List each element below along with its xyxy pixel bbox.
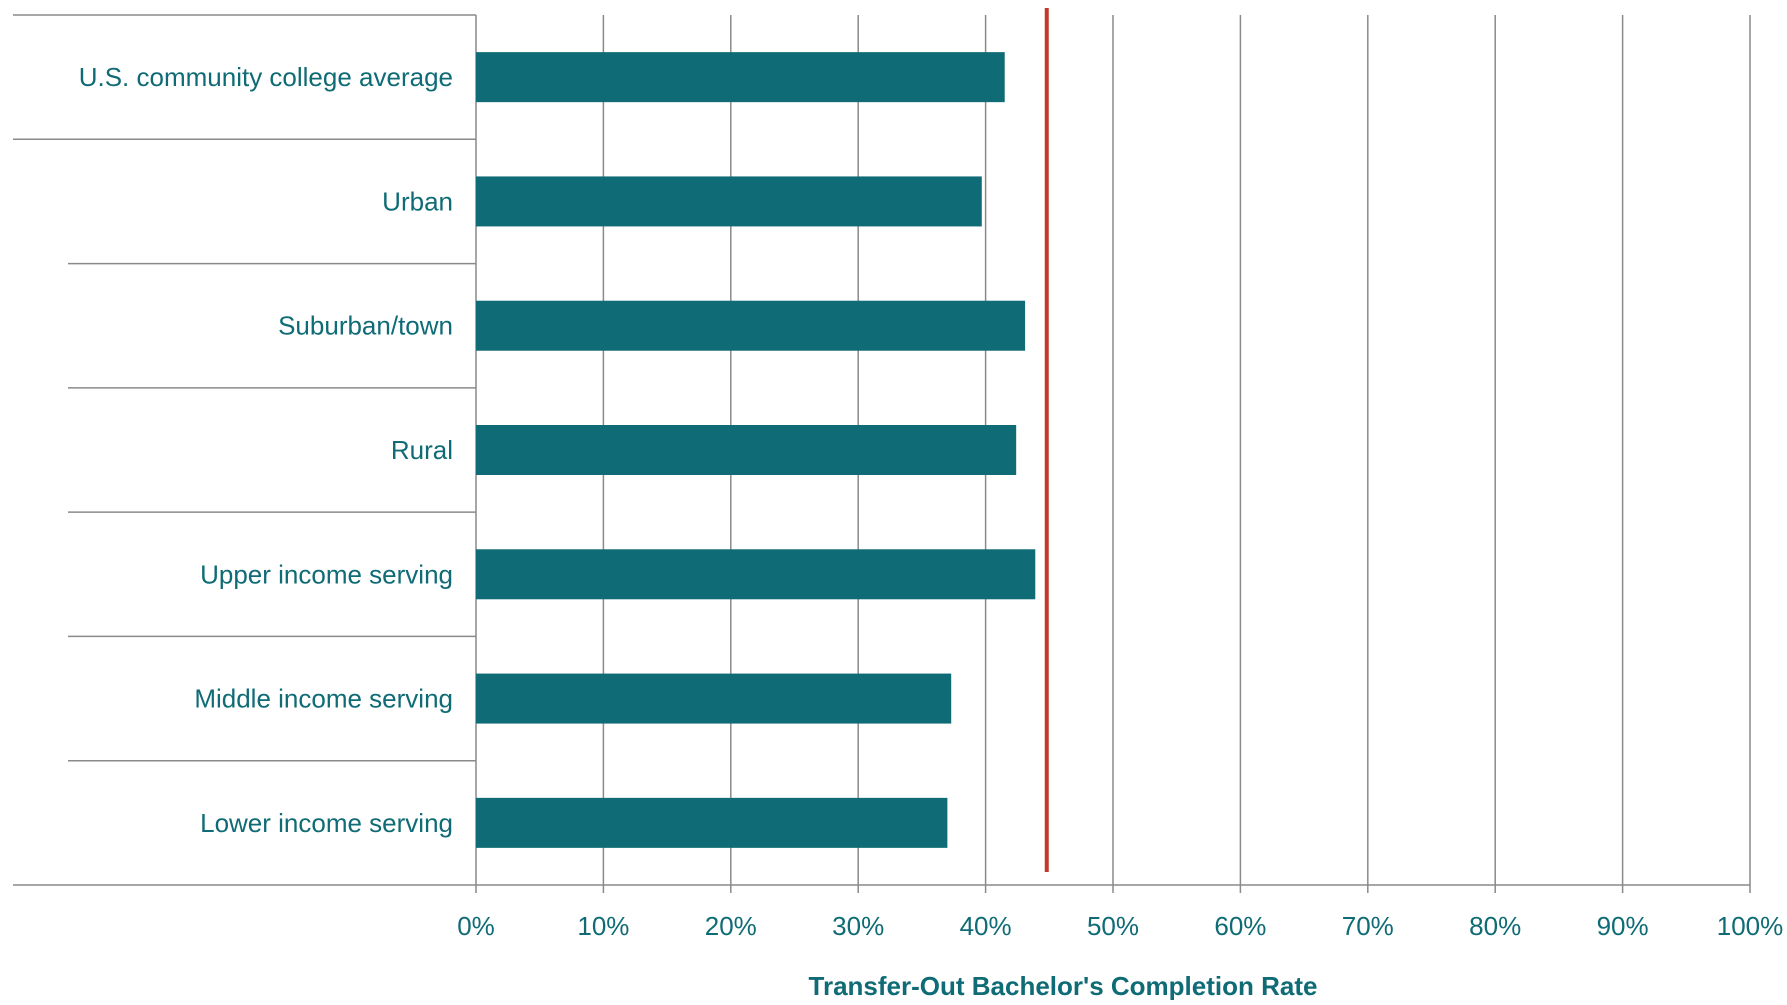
x-tick-label: 90% bbox=[1597, 911, 1649, 941]
category-label: U.S. community college average bbox=[79, 62, 453, 92]
bars bbox=[476, 52, 1036, 848]
x-tick-label: 30% bbox=[832, 911, 884, 941]
bar bbox=[476, 797, 948, 848]
x-tick-label: 20% bbox=[705, 911, 757, 941]
x-tick-label: 10% bbox=[577, 911, 629, 941]
x-tick-label: 40% bbox=[960, 911, 1012, 941]
category-label: Urban bbox=[382, 186, 453, 216]
bar bbox=[476, 176, 982, 227]
x-axis-title: Transfer-Out Bachelor's Completion Rate bbox=[809, 971, 1318, 1000]
category-label: Suburban/town bbox=[278, 311, 453, 341]
x-tick-label: 50% bbox=[1087, 911, 1139, 941]
category-label: Lower income serving bbox=[200, 808, 453, 838]
x-tick-label: 70% bbox=[1342, 911, 1394, 941]
bar bbox=[476, 52, 1005, 103]
category-label: Rural bbox=[391, 435, 453, 465]
category-label: Upper income serving bbox=[200, 559, 453, 589]
x-tick-label: 0% bbox=[457, 911, 495, 941]
x-tick-label: 100% bbox=[1717, 911, 1784, 941]
category-separators bbox=[13, 14, 1750, 886]
x-tick-labels: 0% 10% 20% 30% 40% 50% 60% 70% 80% 90% 100% bbox=[457, 911, 1783, 941]
x-tick-label: 80% bbox=[1469, 911, 1521, 941]
x-tick-label: 60% bbox=[1214, 911, 1266, 941]
bar bbox=[476, 673, 952, 724]
category-label: Middle income serving bbox=[194, 684, 453, 714]
bar bbox=[476, 300, 1026, 351]
bar bbox=[476, 549, 1036, 600]
category-labels: U.S. community college average Urban Subur… bbox=[79, 62, 453, 838]
bar bbox=[476, 425, 1017, 475]
